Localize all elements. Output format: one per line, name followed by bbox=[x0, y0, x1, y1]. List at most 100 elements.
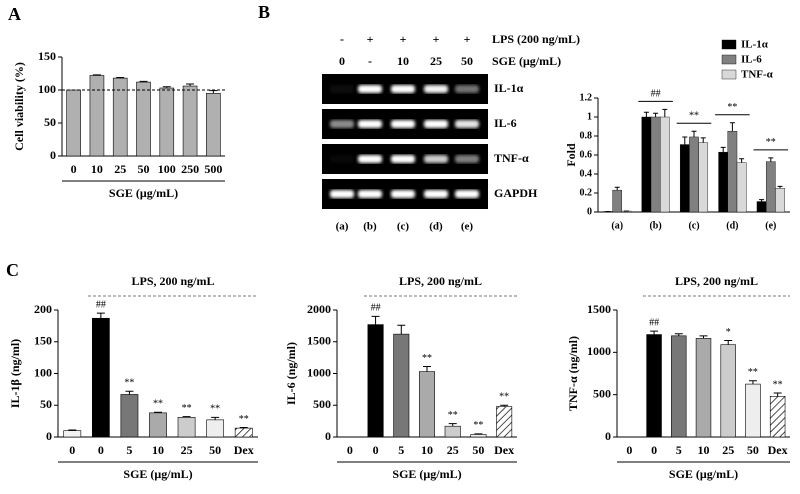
gel-band bbox=[424, 120, 448, 128]
error-bar bbox=[154, 411, 162, 413]
legend-label: TNF-α bbox=[741, 69, 774, 81]
y-tick-label: 50 bbox=[40, 397, 52, 411]
bar bbox=[149, 412, 167, 438]
sge-dose: 0 bbox=[339, 54, 345, 68]
bar bbox=[91, 317, 110, 438]
gel-band bbox=[358, 190, 382, 198]
bar bbox=[718, 151, 728, 213]
x-tick-label: 25 bbox=[114, 162, 126, 176]
sge-dose: 10 bbox=[397, 54, 409, 68]
gel-band bbox=[330, 120, 354, 128]
bar bbox=[120, 394, 139, 438]
significance-label: ** bbox=[689, 111, 699, 122]
bar bbox=[234, 427, 253, 438]
x-tick-label: 50 bbox=[209, 443, 221, 457]
gel-band bbox=[455, 85, 479, 93]
y-tick-label: 0 bbox=[50, 148, 56, 162]
y-axis-label: IL-1β (ng/ml) bbox=[8, 339, 22, 408]
bar bbox=[177, 417, 196, 438]
gel-band bbox=[358, 85, 382, 93]
bar bbox=[650, 116, 661, 213]
gel-band bbox=[391, 85, 415, 93]
lane-label: (b) bbox=[363, 221, 377, 233]
error-bar bbox=[699, 335, 708, 339]
y-tick-label: 150 bbox=[38, 49, 56, 63]
error-bar bbox=[182, 416, 191, 418]
error-bar bbox=[691, 130, 697, 137]
error-bar bbox=[650, 330, 659, 335]
error-bar bbox=[674, 333, 683, 336]
error-bar bbox=[653, 112, 659, 117]
x-tick-label: (d) bbox=[726, 220, 738, 231]
error-bar bbox=[500, 404, 509, 407]
bar bbox=[206, 419, 225, 438]
bar bbox=[206, 93, 221, 157]
legend-swatch bbox=[721, 39, 737, 50]
error-bar bbox=[759, 199, 765, 202]
significance-label: ** bbox=[422, 353, 432, 364]
x-tick-label: 0 bbox=[347, 443, 353, 457]
bar bbox=[367, 324, 384, 438]
error-bar bbox=[700, 137, 706, 143]
lps-label: LPS (200 ng/mL) bbox=[492, 32, 580, 46]
gel-row-label: IL-6 bbox=[494, 116, 517, 130]
y-tick-label: 2000 bbox=[307, 302, 331, 316]
panel-label: B bbox=[258, 2, 270, 22]
y-tick-label: 0 bbox=[325, 429, 331, 443]
bar bbox=[698, 142, 709, 213]
legend-label: IL-1α bbox=[741, 39, 769, 51]
error-bar bbox=[209, 90, 218, 94]
y-tick-label: 0.6 bbox=[580, 149, 593, 160]
x-tick-label: Dex bbox=[768, 443, 788, 457]
x-tick-label: 50 bbox=[138, 162, 150, 176]
error-bar bbox=[773, 392, 782, 397]
lane-label: (c) bbox=[397, 221, 410, 233]
gel-band bbox=[358, 120, 382, 128]
x-tick-label: 100 bbox=[158, 162, 176, 176]
lane-label: (d) bbox=[429, 221, 443, 233]
error-bar bbox=[662, 108, 668, 117]
legend-swatch bbox=[721, 69, 737, 80]
x-axis-label: SGE (μg/mL) bbox=[123, 467, 192, 481]
x-axis-label: SGE (μg/mL) bbox=[669, 467, 738, 481]
error-bar bbox=[162, 86, 171, 89]
x-axis-label: SGE (μg/mL) bbox=[109, 186, 178, 200]
error-bar bbox=[777, 185, 783, 189]
x-tick-label: 0 bbox=[373, 443, 379, 457]
significance-label: ** bbox=[210, 404, 220, 415]
sge-dose: - bbox=[368, 54, 372, 68]
significance-label: ** bbox=[748, 367, 758, 378]
gel-band bbox=[391, 190, 415, 198]
x-tick-label: 10 bbox=[91, 162, 103, 176]
x-tick-label: Dex bbox=[234, 443, 254, 457]
panel-label: A bbox=[8, 4, 21, 24]
y-tick-label: 0 bbox=[46, 429, 52, 443]
lps-sign: + bbox=[400, 32, 407, 46]
error-bar bbox=[423, 366, 431, 372]
y-tick-label: 1500 bbox=[307, 334, 331, 348]
y-tick-label: 0 bbox=[587, 206, 592, 217]
x-axis-label: SGE (μg/mL) bbox=[392, 467, 461, 481]
bar bbox=[159, 87, 175, 157]
x-tick-label: 0 bbox=[71, 162, 77, 176]
lps-sign: - bbox=[340, 32, 344, 46]
gel-band bbox=[330, 190, 354, 198]
bar bbox=[393, 333, 410, 438]
bar bbox=[136, 81, 151, 157]
error-bar bbox=[211, 416, 220, 420]
error-bar bbox=[739, 158, 745, 163]
significance-label: ** bbox=[766, 137, 776, 148]
x-tick-label: 50 bbox=[747, 443, 759, 457]
x-tick-label: 50 bbox=[472, 443, 484, 457]
lps-sign: + bbox=[433, 32, 440, 46]
gel-row-label: GAPDH bbox=[494, 186, 538, 200]
gel-band bbox=[330, 85, 354, 93]
y-tick-label: 200 bbox=[34, 302, 52, 316]
error-bar bbox=[96, 312, 105, 319]
x-tick-label: 25 bbox=[181, 443, 193, 457]
bar bbox=[641, 116, 652, 213]
y-tick-label: 100 bbox=[34, 365, 52, 379]
lps-sign: + bbox=[367, 32, 374, 46]
x-tick-label: 0 bbox=[69, 443, 75, 457]
